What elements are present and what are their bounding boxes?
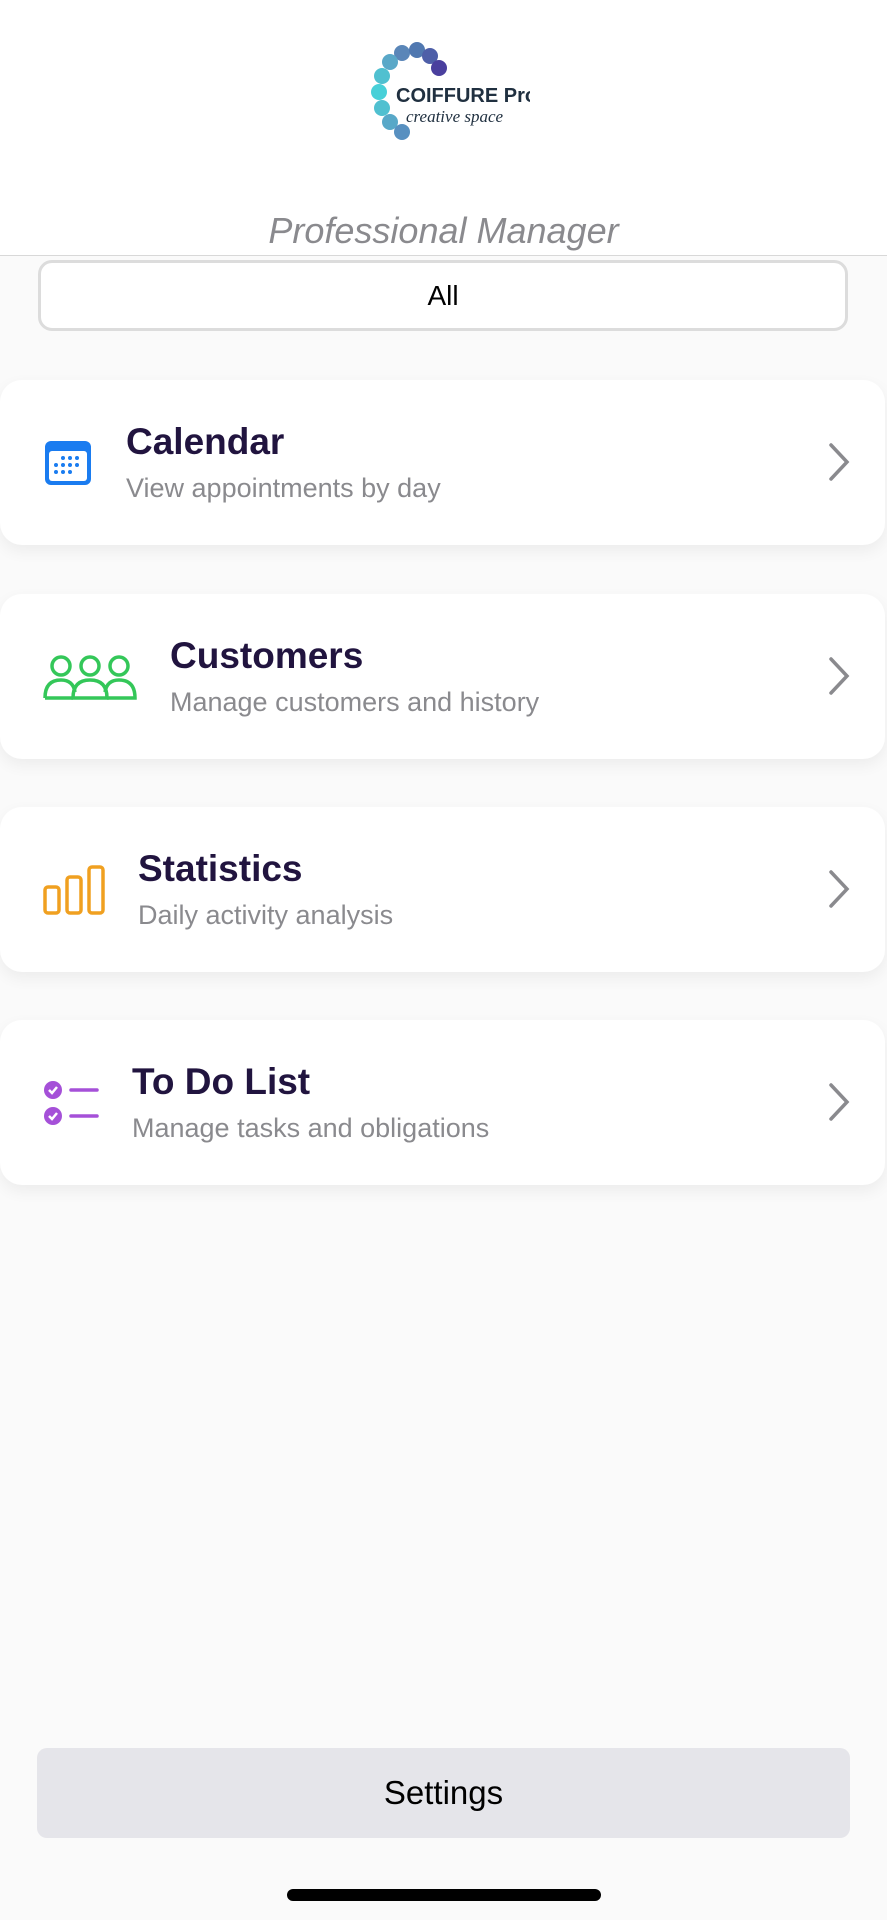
menu-title: Statistics <box>138 848 303 889</box>
logo-subtext: creative space <box>406 107 504 126</box>
settings-button[interactable]: Settings <box>37 1748 850 1838</box>
menu-item-customers[interactable]: Customers Manage customers and history <box>0 594 885 759</box>
page-title: Professional Manager <box>268 210 619 251</box>
menu-title: Customers <box>170 635 364 676</box>
chevron-right-icon <box>829 443 850 481</box>
people-icon <box>43 654 137 700</box>
logo-text: COIFFURE Pro <box>396 85 530 107</box>
menu-title: To Do List <box>132 1061 311 1102</box>
bar-chart-icon <box>43 864 105 915</box>
chevron-right-icon <box>829 1083 850 1121</box>
logo: COIFFURE Pro creative space <box>371 42 530 140</box>
checklist-icon <box>44 1080 99 1125</box>
chevron-right-icon <box>829 870 850 908</box>
menu-item-calendar[interactable]: Calendar View appointments by day <box>0 380 885 545</box>
filter-selector[interactable]: All <box>38 260 848 331</box>
header: COIFFURE Pro creative space Professional… <box>0 0 887 256</box>
menu-subtitle: Manage tasks and obligations <box>132 1113 490 1143</box>
menu-title: Calendar <box>126 421 285 462</box>
menu-subtitle: View appointments by day <box>126 473 441 503</box>
home-indicator[interactable] <box>287 1889 601 1901</box>
menu-subtitle: Daily activity analysis <box>138 900 394 930</box>
menu-subtitle: Manage customers and history <box>170 687 540 717</box>
menu-item-todo[interactable]: To Do List Manage tasks and obligations <box>0 1020 885 1185</box>
settings-label: Settings <box>383 1774 504 1811</box>
chevron-right-icon <box>829 657 850 695</box>
filter-label: All <box>427 279 459 311</box>
calendar-icon <box>45 440 91 485</box>
menu-item-statistics[interactable]: Statistics Daily activity analysis <box>0 807 885 972</box>
